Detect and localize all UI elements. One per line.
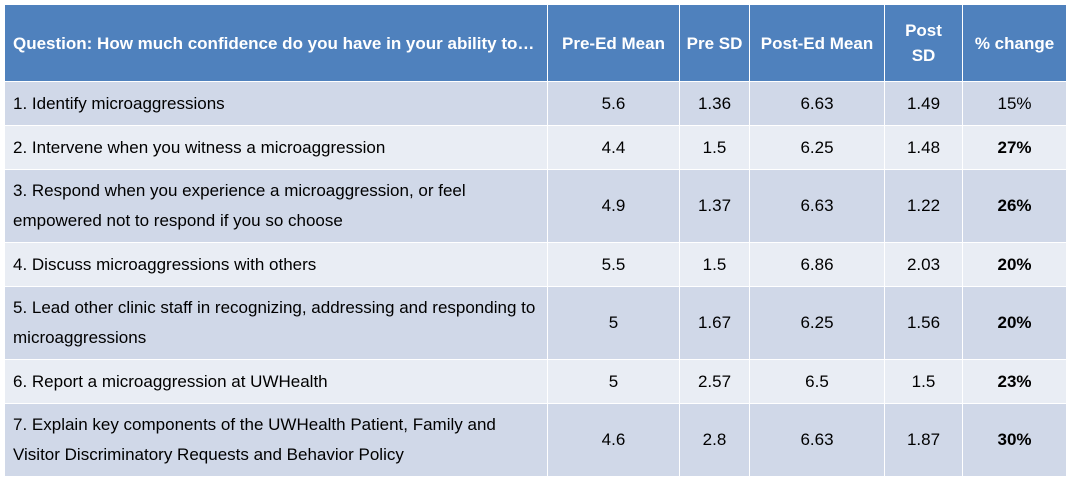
cell-pre-mean: 5.6 bbox=[547, 81, 680, 126]
cell-pre-mean: 4.4 bbox=[547, 125, 680, 170]
cell-pre-mean: 4.6 bbox=[547, 403, 680, 477]
cell-post-mean: 6.63 bbox=[749, 169, 885, 243]
header-pre-mean: Pre-Ed Mean bbox=[547, 4, 680, 82]
cell-pre-sd: 1.5 bbox=[679, 125, 750, 170]
header-question: Question: How much confidence do you hav… bbox=[4, 4, 548, 82]
cell-question: 6. Report a microaggression at UWHealth bbox=[4, 359, 548, 404]
cell-post-sd: 1.48 bbox=[884, 125, 963, 170]
header-post-mean: Post-Ed Mean bbox=[749, 4, 885, 82]
cell-pre-mean: 5 bbox=[547, 286, 680, 360]
cell-post-sd: 1.49 bbox=[884, 81, 963, 126]
table-row: 1. Identify microaggressions 5.6 1.36 6.… bbox=[4, 81, 1067, 126]
cell-pre-sd: 1.5 bbox=[679, 242, 750, 287]
cell-pre-mean: 5 bbox=[547, 359, 680, 404]
cell-post-sd: 1.5 bbox=[884, 359, 963, 404]
header-row: Question: How much confidence do you hav… bbox=[4, 4, 1067, 82]
table-row: 7. Explain key components of the UWHealt… bbox=[4, 403, 1067, 477]
cell-post-mean: 6.63 bbox=[749, 81, 885, 126]
cell-pct-change: 20% bbox=[962, 286, 1067, 360]
cell-question: 4. Discuss microaggressions with others bbox=[4, 242, 548, 287]
cell-question: 2. Intervene when you witness a microagg… bbox=[4, 125, 548, 170]
table-header: Question: How much confidence do you hav… bbox=[4, 4, 1067, 82]
table-row: 6. Report a microaggression at UWHealth … bbox=[4, 359, 1067, 404]
table-row: 2. Intervene when you witness a microagg… bbox=[4, 125, 1067, 170]
cell-pre-sd: 1.36 bbox=[679, 81, 750, 126]
cell-pre-mean: 5.5 bbox=[547, 242, 680, 287]
cell-post-sd: 1.56 bbox=[884, 286, 963, 360]
table-row: 5. Lead other clinic staff in recognizin… bbox=[4, 286, 1067, 360]
cell-post-sd: 1.22 bbox=[884, 169, 963, 243]
cell-pct-change: 23% bbox=[962, 359, 1067, 404]
cell-post-sd: 2.03 bbox=[884, 242, 963, 287]
cell-pct-change: 26% bbox=[962, 169, 1067, 243]
table-row: 3. Respond when you experience a microag… bbox=[4, 169, 1067, 243]
cell-pct-change: 30% bbox=[962, 403, 1067, 477]
cell-post-mean: 6.63 bbox=[749, 403, 885, 477]
table-row: 4. Discuss microaggressions with others … bbox=[4, 242, 1067, 287]
header-post-sd: Post SD bbox=[884, 4, 963, 82]
cell-post-sd: 1.87 bbox=[884, 403, 963, 477]
cell-pre-sd: 2.8 bbox=[679, 403, 750, 477]
cell-question: 1. Identify microaggressions bbox=[4, 81, 548, 126]
cell-post-mean: 6.25 bbox=[749, 125, 885, 170]
cell-pct-change: 20% bbox=[962, 242, 1067, 287]
cell-pre-mean: 4.9 bbox=[547, 169, 680, 243]
cell-question: 7. Explain key components of the UWHealt… bbox=[4, 403, 548, 477]
cell-pct-change: 15% bbox=[962, 81, 1067, 126]
cell-question: 5. Lead other clinic staff in recognizin… bbox=[4, 286, 548, 360]
cell-post-mean: 6.25 bbox=[749, 286, 885, 360]
confidence-results-table: Question: How much confidence do you hav… bbox=[4, 4, 1067, 477]
cell-post-mean: 6.86 bbox=[749, 242, 885, 287]
table-body: 1. Identify microaggressions 5.6 1.36 6.… bbox=[4, 81, 1067, 477]
cell-pre-sd: 2.57 bbox=[679, 359, 750, 404]
cell-pre-sd: 1.37 bbox=[679, 169, 750, 243]
header-pre-sd: Pre SD bbox=[679, 4, 750, 82]
cell-question: 3. Respond when you experience a microag… bbox=[4, 169, 548, 243]
header-pct-change: % change bbox=[962, 4, 1067, 82]
cell-post-mean: 6.5 bbox=[749, 359, 885, 404]
cell-pre-sd: 1.67 bbox=[679, 286, 750, 360]
cell-pct-change: 27% bbox=[962, 125, 1067, 170]
